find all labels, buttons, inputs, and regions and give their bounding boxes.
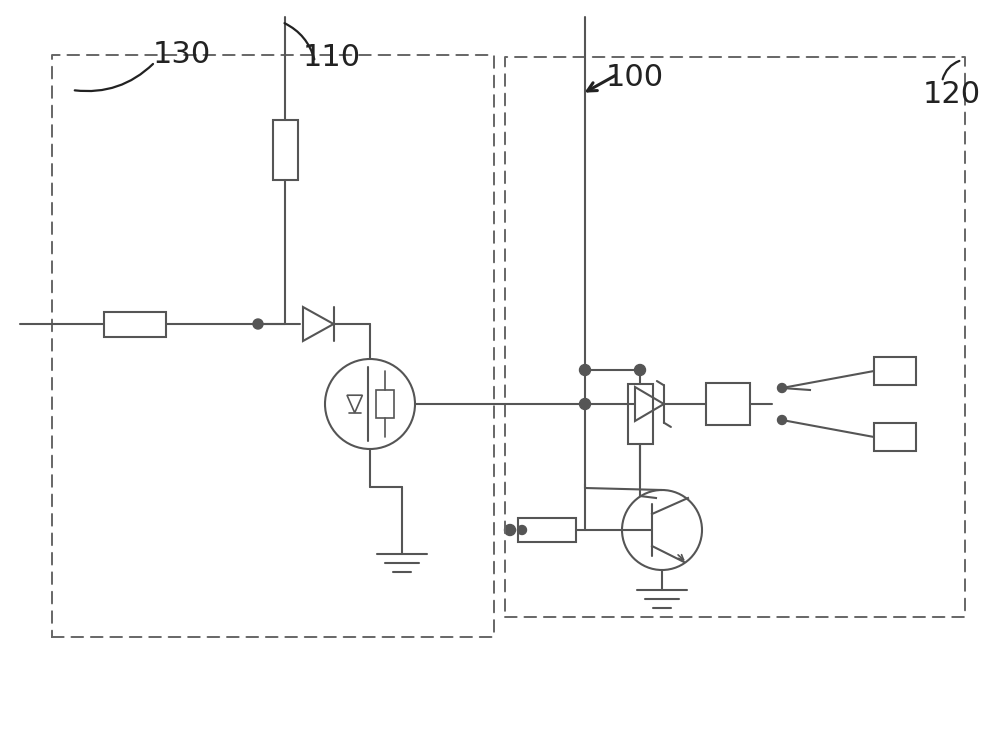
Text: 130: 130 xyxy=(153,39,211,68)
Text: 120: 120 xyxy=(923,79,981,108)
Bar xyxy=(628,384,652,444)
Bar xyxy=(874,357,916,385)
Circle shape xyxy=(253,319,263,329)
Circle shape xyxy=(778,384,786,393)
Bar xyxy=(376,390,394,418)
Text: 100: 100 xyxy=(606,62,664,91)
Bar xyxy=(104,312,166,337)
Bar xyxy=(273,120,298,180)
Bar xyxy=(706,383,750,425)
Circle shape xyxy=(580,364,590,375)
Circle shape xyxy=(778,416,786,424)
Circle shape xyxy=(580,398,590,410)
Bar xyxy=(518,518,576,542)
Circle shape xyxy=(635,364,646,375)
Circle shape xyxy=(505,525,516,536)
Text: 110: 110 xyxy=(303,42,361,71)
Circle shape xyxy=(518,525,526,534)
Bar xyxy=(874,423,916,451)
